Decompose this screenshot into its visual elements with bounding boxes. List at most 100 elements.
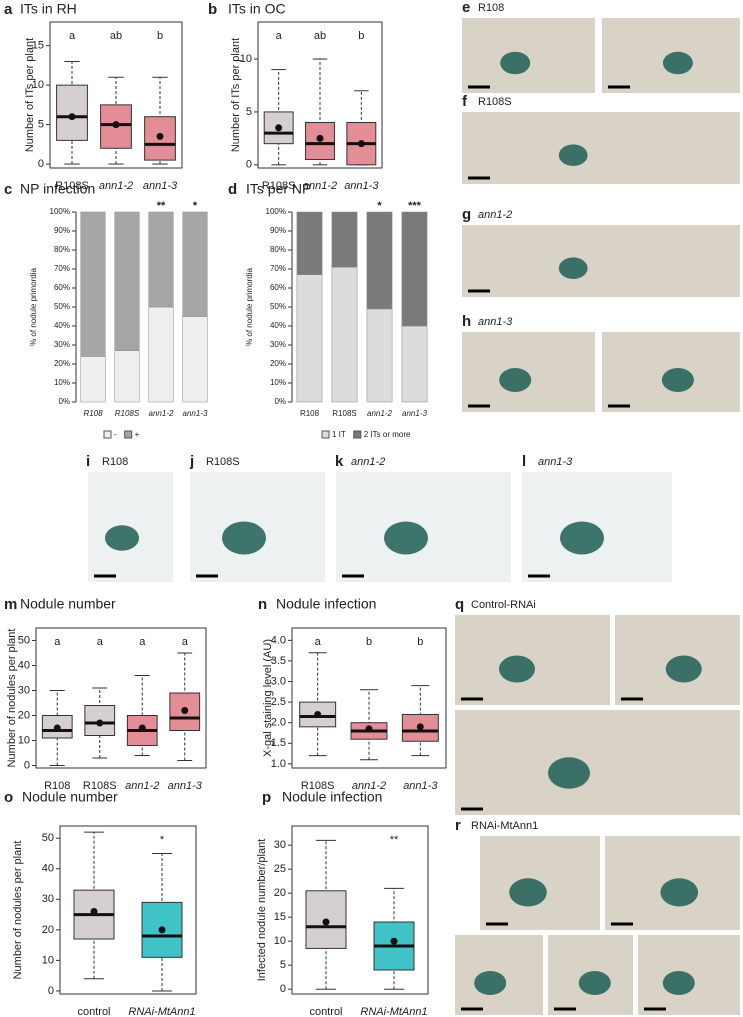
panel-letter: i xyxy=(86,453,90,470)
plot-frame xyxy=(291,627,447,769)
y-axis-label: % of nodule primordia xyxy=(245,268,254,346)
bar-segment xyxy=(296,274,323,403)
x-tick-label: ann1-3 xyxy=(143,180,178,192)
stained-nodule xyxy=(500,51,531,75)
panel-letter: d xyxy=(228,181,237,198)
y-tick-label: 2.5 xyxy=(271,696,286,708)
significance-letter: b xyxy=(366,636,372,648)
y-tick-label: 10% xyxy=(54,378,70,387)
significance-letter: * xyxy=(160,834,165,846)
micrograph xyxy=(455,710,740,815)
x-tick-label: R108S xyxy=(301,780,335,792)
y-tick-label: 5 xyxy=(280,959,286,971)
y-tick-label: 15 xyxy=(32,40,44,52)
y-tick-label: 3.5 xyxy=(271,655,286,667)
image-label: R108 xyxy=(478,2,504,14)
chart-title: Nodule number xyxy=(22,789,118,805)
significance-letter: ** xyxy=(390,834,399,846)
y-tick-label: 10% xyxy=(270,378,286,387)
x-tick-label: ann1-3 xyxy=(183,409,208,418)
chart-title: ITs per NP xyxy=(246,181,311,197)
y-tick-label: 20 xyxy=(18,709,30,721)
chart-panel: m Nodule number Number of nodules per plan… xyxy=(4,596,207,792)
y-axis-label: Infected nodule number/plant xyxy=(256,839,268,982)
chart-panel: d ITs per NP % of nodule primordia 0% 10% 20%… xyxy=(228,181,428,439)
y-tick-label: 5 xyxy=(38,119,44,131)
y-tick-label: 40 xyxy=(18,659,30,671)
chart-panel: o Nodule number Number of nodules per plan… xyxy=(4,789,197,1017)
y-tick-label: 90% xyxy=(270,226,286,235)
panel-letter: e xyxy=(462,0,470,16)
x-tick-label: ann1-3 xyxy=(168,780,203,792)
x-tick-label: R108S xyxy=(332,409,356,418)
micrograph xyxy=(462,225,740,297)
stained-nodule xyxy=(384,521,428,555)
y-tick-label: 15 xyxy=(274,911,286,923)
y-tick-label: 90% xyxy=(54,226,70,235)
x-tick-label: R108 xyxy=(44,780,70,792)
chart-title: ITs in OC xyxy=(228,1,286,17)
x-tick-label: ann1-2 xyxy=(367,409,392,418)
y-tick-label: 30% xyxy=(270,340,286,349)
y-tick-label: 0% xyxy=(58,397,70,406)
mean xyxy=(96,719,104,727)
bar-segment xyxy=(331,266,358,403)
y-tick-label: 10 xyxy=(42,954,54,966)
plot-frame xyxy=(35,627,207,769)
stained-nodule xyxy=(661,368,694,392)
y-tick-label: 0 xyxy=(24,759,30,771)
image-label: Control-RNAi xyxy=(471,599,536,611)
y-tick-label: 0 xyxy=(48,985,54,997)
y-tick-label: 1.0 xyxy=(271,758,286,770)
y-axis-label: Number of nodules per plant xyxy=(6,629,18,768)
image-label: RNAi-MtAnn1 xyxy=(471,820,538,832)
mean xyxy=(156,132,164,140)
legend-label: + xyxy=(135,430,140,439)
micrograph xyxy=(455,615,610,705)
y-axis-label: Number of ITs per plant xyxy=(230,38,242,152)
y-tick-label: 30 xyxy=(42,893,54,905)
panel-letter: n xyxy=(258,596,267,613)
y-tick-label: 60% xyxy=(54,283,70,292)
y-tick-label: 50% xyxy=(54,302,70,311)
x-tick-label: R108S xyxy=(55,180,89,192)
y-tick-label: 70% xyxy=(54,264,70,273)
panel-letter: c xyxy=(4,181,12,198)
panel-letter: q xyxy=(455,596,464,613)
stained-nodule xyxy=(474,971,507,995)
stained-nodule xyxy=(105,525,139,551)
significance: * xyxy=(377,200,382,212)
y-tick-label: 10 xyxy=(18,734,30,746)
y-tick-label: 100% xyxy=(50,207,70,216)
mean xyxy=(316,134,324,142)
y-tick-label: 10 xyxy=(32,79,44,91)
significance-letter: ab xyxy=(110,30,122,42)
x-tick-label: RNAi-MtAnn1 xyxy=(128,1006,195,1017)
y-tick-label: 30% xyxy=(54,340,70,349)
legend-swatch xyxy=(321,430,330,439)
y-tick-label: 20% xyxy=(270,359,286,368)
y-tick-label: 50 xyxy=(42,832,54,844)
significance-letter: a xyxy=(315,636,322,648)
stained-nodule xyxy=(662,51,693,75)
y-tick-label: 1.5 xyxy=(271,737,286,749)
bar-segment xyxy=(331,211,358,268)
x-tick-label: R108 xyxy=(83,409,103,418)
bar-segment xyxy=(401,325,428,403)
mean xyxy=(314,710,322,718)
micrograph xyxy=(462,18,595,93)
y-tick-label: 100% xyxy=(266,207,286,216)
legend-swatch xyxy=(124,430,133,439)
y-tick-label: 0% xyxy=(274,397,286,406)
bar-segment xyxy=(80,356,106,403)
y-tick-label: 0 xyxy=(280,983,286,995)
bar-segment xyxy=(182,211,208,317)
mean xyxy=(90,908,98,916)
x-tick-label: R108S xyxy=(262,180,296,192)
significance-letter: a xyxy=(276,30,283,42)
x-tick-label: ann1-3 xyxy=(403,780,438,792)
chart-panel: p Nodule infection Infected nodule number/… xyxy=(256,789,429,1017)
x-tick-label: ann1-2 xyxy=(125,780,159,792)
legend-label: - xyxy=(114,430,117,439)
significance-letter: b xyxy=(417,636,423,648)
